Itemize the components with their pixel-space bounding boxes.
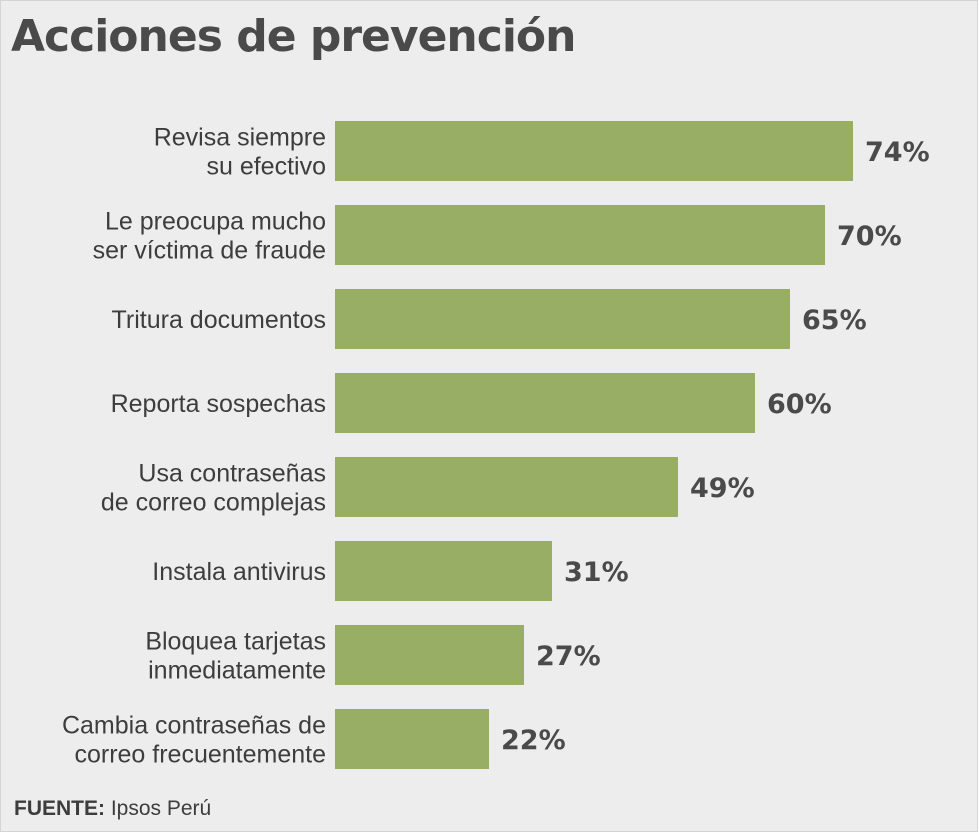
category-label-line: correo frecuentemente	[74, 741, 326, 769]
category-label-2: Tritura documentos	[112, 306, 326, 334]
category-label-line: inmediatamente	[148, 657, 326, 685]
category-label-line: su efectivo	[206, 153, 326, 181]
bar-2	[335, 289, 790, 349]
category-label-line: Revisa siempre	[154, 124, 326, 152]
value-label-3: 60%	[767, 389, 832, 420]
value-label-4: 49%	[690, 473, 755, 504]
category-label-4: Usa contraseñas de correo complejas	[101, 460, 326, 517]
category-label-line: Usa contraseñas	[138, 460, 326, 488]
category-label-line: Reporta sospechas	[111, 390, 326, 418]
category-label-line: Bloquea tarjetas	[145, 628, 326, 656]
bar-0	[335, 121, 853, 181]
bar-5	[335, 541, 552, 601]
bar-4	[335, 457, 678, 517]
category-label-line: Tritura documentos	[112, 306, 326, 334]
bar-3	[335, 373, 755, 433]
value-label-6: 27%	[536, 641, 601, 672]
category-label-6: Bloquea tarjetas inmediatamente	[145, 628, 326, 685]
category-label-line: Instala antivirus	[152, 558, 326, 586]
category-label-5: Instala antivirus	[152, 558, 326, 586]
bar-6	[335, 625, 524, 685]
value-label-1: 70%	[837, 221, 902, 252]
bar-7	[335, 709, 489, 769]
source-note: FUENTE: Ipsos Perú	[14, 797, 211, 821]
source-label: FUENTE:	[14, 797, 105, 820]
category-label-line: Le preocupa mucho	[105, 208, 326, 236]
category-label-7: Cambia contraseñas de correo frecuentemen…	[62, 712, 326, 769]
category-label-1: Le preocupa mucho ser víctima de fraude	[93, 208, 326, 265]
bar-1	[335, 205, 825, 265]
value-label-2: 65%	[802, 305, 867, 336]
value-label-5: 31%	[564, 557, 629, 588]
category-label-3: Reporta sospechas	[111, 390, 326, 418]
category-label-0: Revisa siempre su efectivo	[154, 124, 326, 181]
value-label-7: 22%	[501, 725, 566, 756]
category-label-line: ser víctima de fraude	[93, 237, 326, 265]
value-label-0: 74%	[865, 137, 930, 168]
chart-title: Acciones de prevención	[11, 11, 576, 62]
source-text: Ipsos Perú	[110, 797, 212, 820]
category-label-line: de correo complejas	[101, 489, 326, 517]
category-label-line: Cambia contraseñas de	[62, 712, 326, 740]
